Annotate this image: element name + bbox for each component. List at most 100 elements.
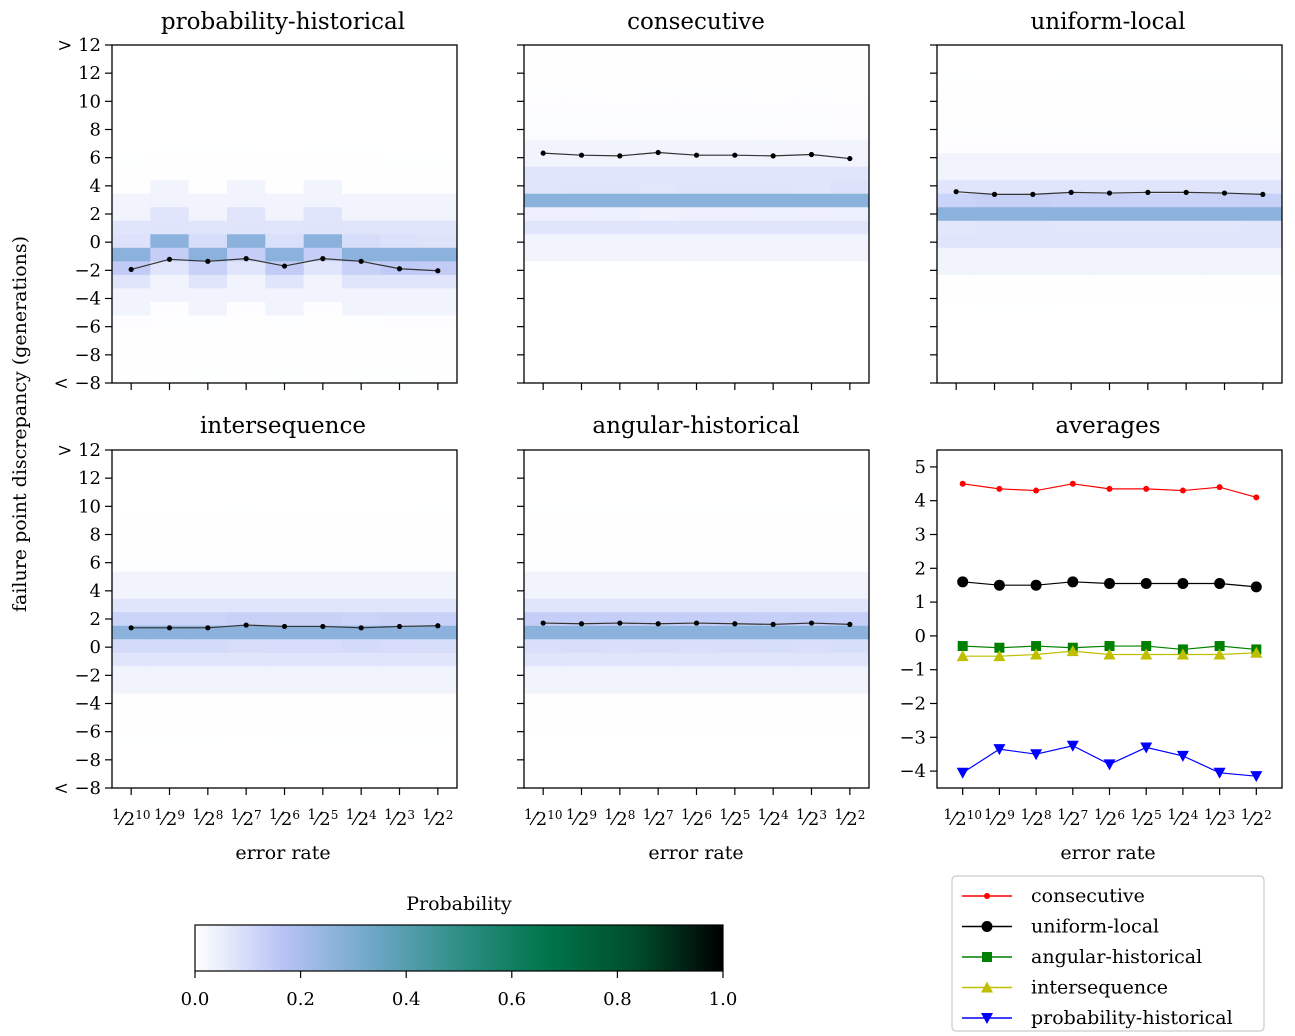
heatmap-cell <box>150 85 190 100</box>
heatmap-cell <box>150 369 190 384</box>
heatmap-cell <box>975 315 1015 330</box>
colorbar-tick-label: 0.6 <box>497 989 526 1010</box>
heatmap-cell <box>342 517 381 532</box>
heatmap-cell <box>150 234 190 249</box>
mean-point <box>1145 189 1151 195</box>
heatmap-cell <box>1167 315 1206 330</box>
heatmap-cell <box>1243 72 1283 87</box>
heatmap-cell <box>1090 369 1130 384</box>
heatmap-cell <box>1052 58 1091 73</box>
mean-point <box>396 623 403 630</box>
heatmap-cell <box>1013 234 1053 249</box>
heatmap-cell <box>562 234 602 249</box>
mean-point <box>128 266 134 273</box>
heatmap-cell <box>227 544 266 559</box>
heatmap-cell <box>524 58 563 73</box>
heatmap-cell <box>1090 112 1130 127</box>
heatmap-cell <box>524 693 563 708</box>
heatmap-cell <box>227 355 266 370</box>
heatmap-cell <box>677 652 717 667</box>
heatmap-cell <box>792 45 832 60</box>
heatmap-cell <box>600 720 640 735</box>
heatmap-cell <box>639 207 678 222</box>
heatmap-cell <box>792 625 832 640</box>
heatmap-cell <box>380 652 420 667</box>
heatmap-cell <box>792 72 832 87</box>
heatmap-cell <box>150 720 190 735</box>
heatmap-cell <box>418 139 458 154</box>
heatmap-cell <box>418 639 458 654</box>
heatmap-cell <box>342 652 381 667</box>
x-tick-label: 1⁄22 <box>834 807 865 830</box>
heatmap-cell <box>677 153 717 168</box>
heatmap-cell <box>380 517 420 532</box>
heatmap-cell <box>715 747 755 762</box>
heatmap-cell <box>1052 261 1091 276</box>
heatmap-cell <box>112 544 151 559</box>
heatmap-cell <box>830 193 870 208</box>
heatmap-cell <box>380 328 420 343</box>
marker-point <box>981 981 993 993</box>
heatmap-cell <box>150 639 190 654</box>
heatmap-cell <box>677 247 717 262</box>
heatmap-cell <box>937 328 976 343</box>
heatmap-cell <box>188 679 228 694</box>
heatmap-cell <box>792 733 832 748</box>
heatmap-cell <box>1243 301 1283 316</box>
heatmap-cell <box>380 45 420 60</box>
heatmap-cell <box>639 45 678 60</box>
heatmap-cell <box>227 720 266 735</box>
heatmap-cell <box>639 288 678 303</box>
heatmap-cell <box>303 112 343 127</box>
heatmap-cell <box>380 760 420 775</box>
heatmap-cell <box>188 261 228 276</box>
heatmap-cell <box>227 706 266 721</box>
heatmap-cell <box>342 544 381 559</box>
y-tick-label: 0 <box>90 232 101 253</box>
heatmap-cell <box>342 679 381 694</box>
heatmap-cell <box>418 355 458 370</box>
heatmap-cell <box>227 328 266 343</box>
heatmap-cell <box>1013 315 1053 330</box>
heatmap-cell <box>639 679 678 694</box>
heatmap-cell <box>830 517 870 532</box>
heatmap-cell <box>112 490 151 505</box>
heatmap-cell <box>975 274 1015 289</box>
heatmap-cell <box>112 558 151 573</box>
heatmap-cell <box>1128 328 1168 343</box>
heatmap-cell <box>639 85 678 100</box>
heatmap-cell <box>754 72 793 87</box>
heatmap-cell <box>227 288 266 303</box>
heatmap-cell <box>600 99 640 114</box>
heatmap-cell <box>600 126 640 141</box>
heatmap-cell <box>1052 126 1091 141</box>
heatmap-cell <box>227 58 266 73</box>
legend-item-probability-historical: probability-historical <box>962 1007 1233 1029</box>
heatmap-cell <box>227 774 266 789</box>
heatmap-cell <box>303 652 343 667</box>
heatmap-cell <box>303 99 343 114</box>
heatmap-cell <box>150 679 190 694</box>
heatmap-cell <box>112 288 151 303</box>
heatmap-cell <box>1205 45 1245 60</box>
heatmap-cell <box>1052 288 1091 303</box>
heatmap-cell <box>600 733 640 748</box>
heatmap-cell <box>380 58 420 73</box>
heatmap-cell <box>1090 301 1130 316</box>
series-probability-historical <box>956 740 1263 783</box>
heatmap-cell <box>342 733 381 748</box>
heatmap-cell <box>562 612 602 627</box>
marker-point <box>1176 750 1189 762</box>
heatmap-cell <box>150 477 190 492</box>
heatmap-cell <box>380 180 420 195</box>
heatmap-cell <box>1013 288 1053 303</box>
heatmap-cell <box>265 274 305 289</box>
heatmap-cell <box>715 355 755 370</box>
heatmap-cell <box>792 706 832 721</box>
heatmap-cell <box>112 207 151 222</box>
heatmap-cell <box>1090 342 1130 357</box>
heatmap-cell <box>188 72 228 87</box>
heatmap-cell <box>303 693 343 708</box>
heatmap-cell <box>265 450 305 465</box>
panel-title-consecutive: consecutive <box>627 9 765 35</box>
